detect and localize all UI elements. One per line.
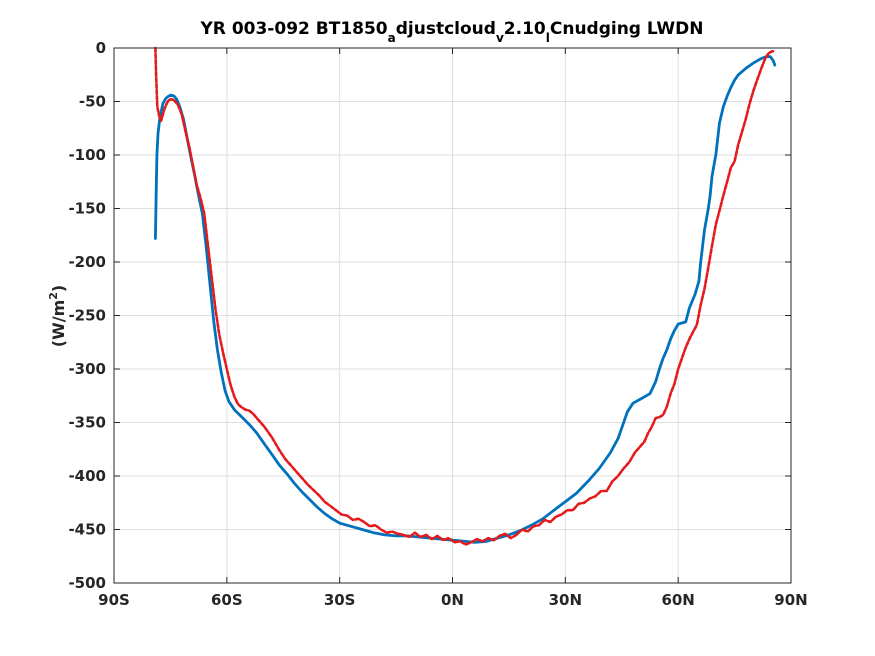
y-axis-ticks: 0 -50 -100 -150 -200 -250 -300 -350 -400 -450 -500 bbox=[68, 39, 791, 592]
y-tick-label: -50 bbox=[79, 93, 106, 111]
title-part-2: djustcloud bbox=[396, 19, 496, 39]
x-axis-ticks: 90S 60S 30S 0N 30N 60N 90N bbox=[98, 48, 808, 609]
series-line-0 bbox=[153, 55, 777, 544]
title-part-6: Cnudging LWDN bbox=[550, 19, 704, 39]
title-part-0: YR 003-092 BT1850 bbox=[200, 19, 388, 39]
y-tick-label: -450 bbox=[68, 521, 106, 539]
x-tick-label: 60S bbox=[211, 591, 243, 609]
series-line-1 bbox=[154, 46, 776, 546]
title-part-4: 2.10 bbox=[504, 19, 546, 39]
x-tick-label: 90N bbox=[774, 591, 807, 609]
y-tick-label: -150 bbox=[68, 200, 106, 218]
y-label-close: ) bbox=[49, 285, 68, 292]
x-tick-label: 30S bbox=[324, 591, 356, 609]
y-tick-label: -300 bbox=[68, 360, 106, 378]
title-part-1: a bbox=[388, 31, 396, 45]
x-tick-label: 90S bbox=[98, 591, 130, 609]
y-tick-label: -400 bbox=[68, 467, 106, 485]
x-tick-label: 0N bbox=[441, 591, 464, 609]
chart-title: YR 003-092 BT1850adjustcloudv2.10lCnudgi… bbox=[200, 19, 704, 45]
y-tick-label: 0 bbox=[96, 39, 106, 57]
y-tick-label: -200 bbox=[68, 253, 106, 271]
y-tick-label: -250 bbox=[68, 307, 106, 325]
x-tick-label: 30N bbox=[549, 591, 582, 609]
y-label-base: (W/m bbox=[49, 300, 68, 347]
title-part-3: v bbox=[496, 31, 504, 45]
y-label-sup: 2 bbox=[47, 292, 60, 300]
y-tick-label: -500 bbox=[68, 574, 106, 592]
y-tick-label: -350 bbox=[68, 414, 106, 432]
y-tick-label: -100 bbox=[68, 146, 106, 164]
y-axis-label: (W/m2) bbox=[47, 285, 68, 347]
title-part-5: l bbox=[546, 31, 550, 45]
x-tick-label: 60N bbox=[661, 591, 694, 609]
data-series bbox=[153, 46, 777, 546]
